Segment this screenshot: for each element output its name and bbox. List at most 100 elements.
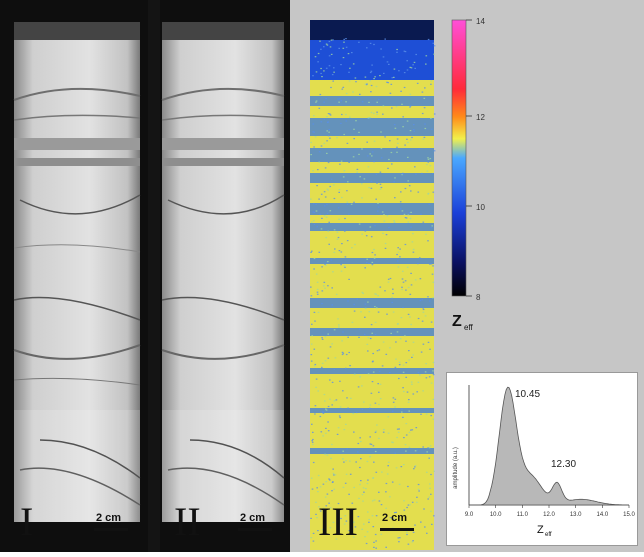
zeff-speckle [350, 203, 353, 205]
zeff-speckle [417, 263, 419, 265]
zeff-speckle [398, 361, 401, 363]
zeff-speckle [375, 430, 377, 432]
zeff-speckle [388, 227, 390, 229]
zeff-speckle [366, 155, 369, 157]
zeff-speckle [403, 437, 405, 439]
zeff-speckle [407, 313, 410, 315]
zeff-speckle [392, 410, 394, 412]
zeff-speckle [322, 411, 324, 413]
zeff-speckle [317, 390, 319, 392]
zeff-speckle [355, 120, 357, 122]
zeff-speckle [329, 185, 331, 188]
zeff-speckle [360, 183, 363, 185]
zeff-speckle [403, 509, 406, 511]
zeff-speckle [330, 259, 333, 261]
zeff-speckle [358, 153, 360, 155]
zeff-speckle [315, 513, 317, 515]
zeff-speckle [313, 348, 316, 350]
zeff-speckle [316, 487, 318, 489]
zeff-speckle [372, 445, 375, 447]
zeff-speckle [318, 151, 321, 153]
zeff-speckle [428, 447, 431, 449]
zeff-speckle [314, 405, 317, 407]
zeff-speckle [371, 361, 374, 363]
zeff-speckle [409, 293, 412, 295]
zeff-speckle [320, 431, 323, 433]
zeff-speckle [366, 531, 369, 533]
zeff-speckle [342, 176, 345, 178]
zeff-speckle [380, 147, 383, 150]
hist-xtick-label: 13.0 [570, 512, 582, 518]
zeff-speckle [404, 280, 407, 282]
histogram-inset: amplitude (a.u.) 9.0 10.0 11.0 12.0 13.0 14.0… [446, 372, 638, 546]
zeff-speckle [320, 72, 322, 75]
zeff-speckle [332, 472, 335, 475]
zeff-speckle [313, 131, 315, 133]
zeff-speckle [321, 290, 324, 292]
zeff-speckle [342, 331, 344, 333]
zeff-speckle [394, 398, 397, 400]
zeff-speckle [373, 78, 375, 80]
zeff-speckle [314, 136, 317, 138]
zeff-speckle [430, 117, 432, 119]
zeff-speckle [407, 504, 410, 506]
zeff-speckle [389, 277, 392, 280]
zeff-speckle [389, 347, 391, 349]
panel-label-III: III [318, 499, 358, 544]
zeff-speckle [323, 142, 326, 144]
zeff-speckle [369, 117, 371, 119]
zeff-speckle [414, 166, 416, 168]
zeff-speckle [313, 115, 315, 117]
zeff-speckle [374, 306, 376, 308]
zeff-speckle [427, 157, 429, 159]
zeff-speckle [315, 378, 318, 380]
zeff-speckle [313, 220, 315, 222]
zeff-speckle [361, 408, 364, 410]
zeff-speckle [369, 153, 371, 155]
zeff-speckle [403, 86, 406, 89]
zeff-speckle [361, 291, 364, 293]
zeff-speckle [345, 113, 347, 116]
zeff-speckle [360, 480, 362, 482]
zeff-speckle [433, 150, 436, 152]
zeff-speckle [424, 526, 426, 528]
zeff-speckle [328, 243, 330, 245]
zeff-speckle [430, 83, 432, 85]
zeff-speckle [407, 221, 410, 223]
zeff-speckle [356, 168, 359, 170]
zeff-speckle [389, 517, 392, 519]
zeff-speckle [417, 317, 420, 320]
zeff-speckle [380, 131, 382, 133]
zeff-speckle [370, 180, 373, 182]
zeff-speckle [310, 286, 312, 288]
zeff-speckle [363, 401, 365, 403]
zeff-blue-band [310, 148, 434, 162]
zeff-speckle [349, 473, 352, 475]
zeff-speckle [313, 268, 315, 270]
zeff-speckle [414, 279, 417, 281]
zeff-speckle [335, 538, 338, 540]
zeff-speckle [432, 370, 434, 372]
zeff-speckle [393, 76, 395, 78]
hist-peak-main: 10.45 [515, 389, 540, 400]
zeff-speckle [346, 203, 349, 205]
zeff-speckle [377, 210, 379, 212]
zeff-speckle [399, 248, 401, 250]
zeff-speckle [329, 507, 332, 509]
zeff-speckle [378, 98, 380, 100]
zeff-speckle [394, 366, 397, 368]
zeff-speckle [399, 537, 401, 539]
zeff-speckle [343, 38, 345, 40]
zeff-speckle [313, 257, 316, 260]
zeff-speckle [338, 191, 340, 193]
zeff-speckle [385, 353, 388, 355]
zeff-speckle [400, 466, 403, 468]
zeff-speckle [378, 403, 380, 405]
zeff-speckle [312, 532, 315, 534]
zeff-speckle [361, 197, 363, 199]
zeff-speckle [401, 278, 404, 280]
zeff-speckle [393, 181, 395, 183]
zeff-speckle [341, 88, 344, 90]
zeff-speckle [397, 537, 400, 539]
